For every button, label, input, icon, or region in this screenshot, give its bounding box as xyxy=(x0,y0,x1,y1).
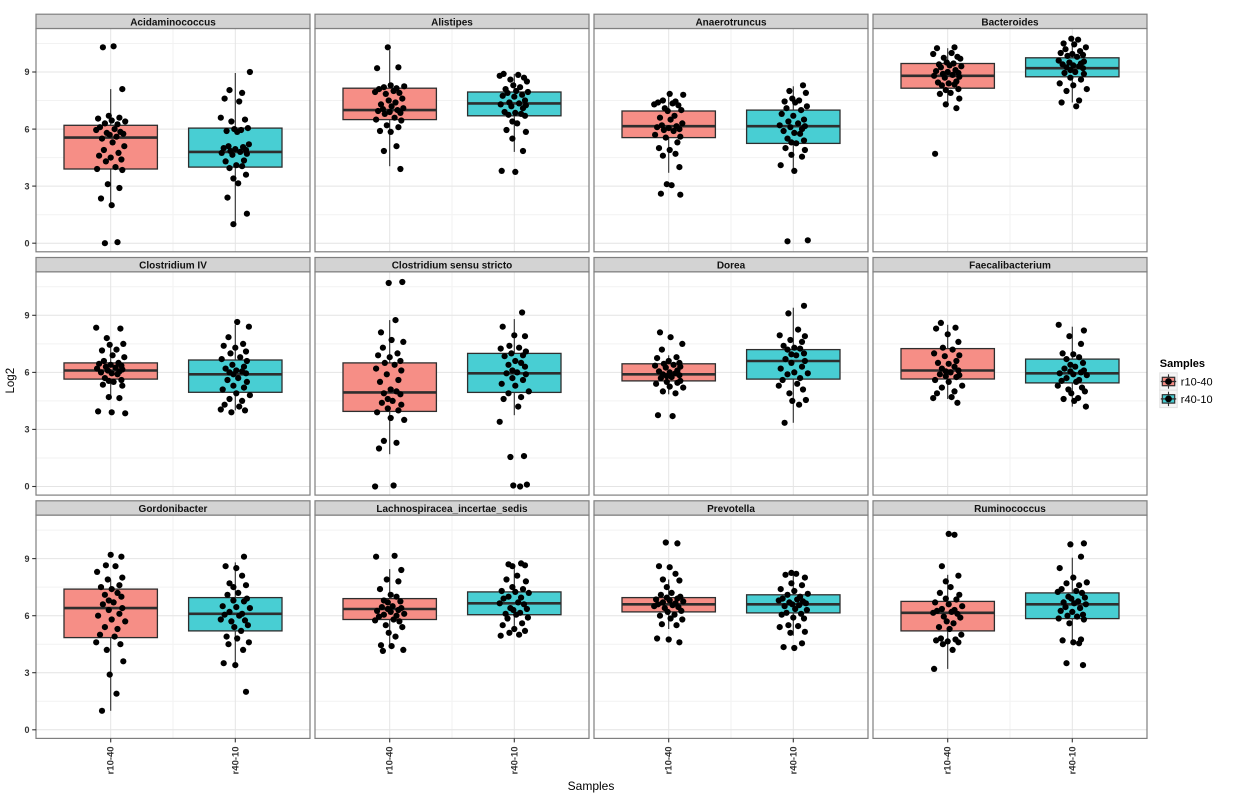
svg-text:Anaerotruncus: Anaerotruncus xyxy=(695,17,767,28)
svg-text:6: 6 xyxy=(24,124,29,134)
svg-text:r40-10: r40-10 xyxy=(1181,394,1213,406)
svg-text:r40-10: r40-10 xyxy=(230,746,241,774)
svg-text:3: 3 xyxy=(24,425,29,435)
svg-text:9: 9 xyxy=(24,67,29,77)
svg-text:Gordonibacter: Gordonibacter xyxy=(139,504,208,515)
svg-text:Acidaminococcus: Acidaminococcus xyxy=(130,17,216,28)
svg-text:0: 0 xyxy=(24,482,29,492)
svg-text:6: 6 xyxy=(24,368,29,378)
svg-text:Clostridium IV: Clostridium IV xyxy=(139,261,207,272)
svg-text:6: 6 xyxy=(24,611,29,621)
svg-text:Faecalibacterium: Faecalibacterium xyxy=(969,261,1051,272)
svg-text:r10-40: r10-40 xyxy=(1181,377,1213,389)
svg-text:0: 0 xyxy=(24,725,29,735)
svg-text:9: 9 xyxy=(24,554,29,564)
svg-text:Prevotella: Prevotella xyxy=(707,504,755,515)
svg-text:Samples: Samples xyxy=(568,779,615,793)
svg-text:r40-10: r40-10 xyxy=(1067,746,1078,774)
svg-text:r10-40: r10-40 xyxy=(385,746,396,774)
svg-text:3: 3 xyxy=(24,181,29,191)
svg-text:Bacteroides: Bacteroides xyxy=(981,17,1039,28)
svg-text:0: 0 xyxy=(24,238,29,248)
svg-text:r10-40: r10-40 xyxy=(106,746,117,774)
svg-text:Dorea: Dorea xyxy=(717,261,746,272)
svg-text:r40-10: r40-10 xyxy=(788,746,799,774)
svg-text:Alistipes: Alistipes xyxy=(431,17,473,28)
svg-text:r40-10: r40-10 xyxy=(509,746,520,774)
svg-text:Log2: Log2 xyxy=(5,368,17,394)
svg-text:r10-40: r10-40 xyxy=(664,746,675,774)
svg-text:Samples: Samples xyxy=(1160,358,1205,370)
svg-text:3: 3 xyxy=(24,668,29,678)
svg-text:Clostridium sensu stricto: Clostridium sensu stricto xyxy=(392,261,513,272)
svg-text:Lachnospiracea_incertae_sedis: Lachnospiracea_incertae_sedis xyxy=(376,504,528,515)
svg-text:9: 9 xyxy=(24,311,29,321)
svg-text:r10-40: r10-40 xyxy=(943,746,954,774)
svg-text:Ruminococcus: Ruminococcus xyxy=(974,504,1046,515)
